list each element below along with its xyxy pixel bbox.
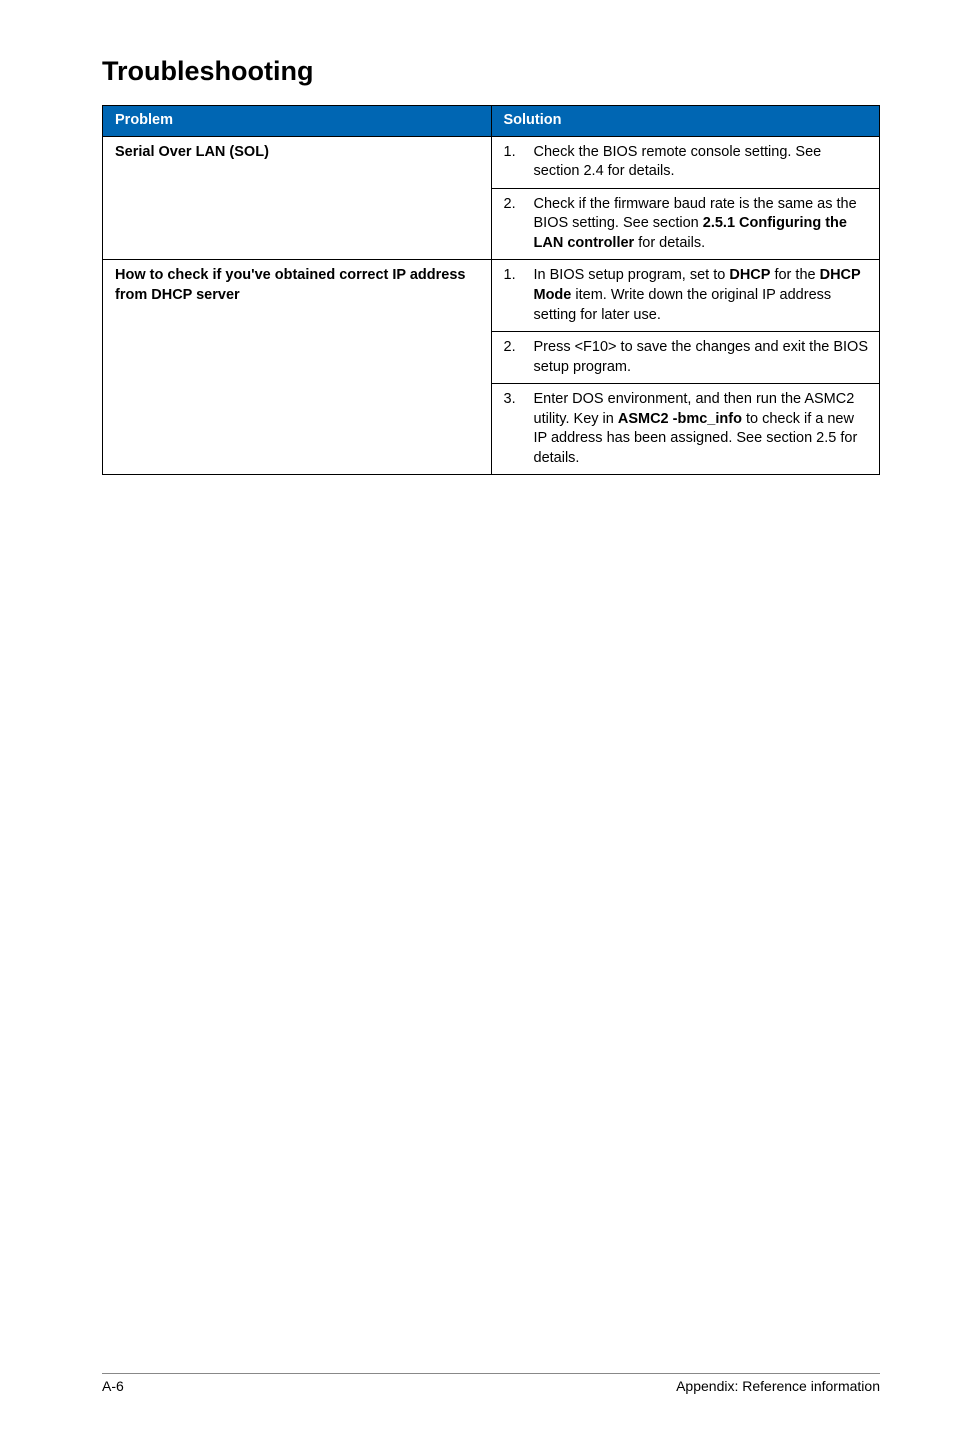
solution-number: 1.: [504, 266, 522, 325]
table-header-solution: Solution: [491, 106, 880, 137]
solution-cell: 2. Press <F10> to save the changes and ex…: [491, 332, 880, 384]
solution-cell: 2.Check if the firmware baud rate is the…: [491, 188, 880, 260]
solution-cell: 1.In BIOS setup program, set to DHCP for…: [491, 260, 880, 332]
solution-cell: 3.Enter DOS environment, and then run th…: [491, 384, 880, 475]
table-row: Serial Over LAN (SOL)1.Check the BIOS re…: [103, 136, 880, 188]
solution-number: 3.: [504, 390, 522, 468]
table-row: How to check if you've obtained correct …: [103, 260, 880, 332]
page-heading: Troubleshooting: [102, 56, 880, 87]
solution-number: 1.: [504, 143, 522, 182]
problem-cell: Serial Over LAN (SOL): [103, 136, 492, 260]
troubleshooting-table: Problem Solution Serial Over LAN (SOL)1.…: [102, 105, 880, 475]
solution-number: 2.: [504, 195, 522, 254]
solution-cell: 1. Check the BIOS remote console setting.…: [491, 136, 880, 188]
solution-number: 2.: [504, 338, 522, 377]
problem-cell: How to check if you've obtained correct …: [103, 260, 492, 475]
footer-page-number: A-6: [102, 1378, 124, 1394]
solution-text: Check if the firmware baud rate is the s…: [534, 195, 870, 254]
solution-text: Press <F10> to save the changes and exit…: [534, 338, 870, 377]
solution-text: Enter DOS environment, and then run the …: [534, 390, 870, 468]
solution-text: In BIOS setup program, set to DHCP for t…: [534, 266, 870, 325]
footer-section-label: Appendix: Reference information: [676, 1378, 880, 1394]
solution-text: Check the BIOS remote console setting. S…: [534, 143, 870, 182]
page-footer: A-6 Appendix: Reference information: [102, 1373, 880, 1394]
table-header-problem: Problem: [103, 106, 492, 137]
